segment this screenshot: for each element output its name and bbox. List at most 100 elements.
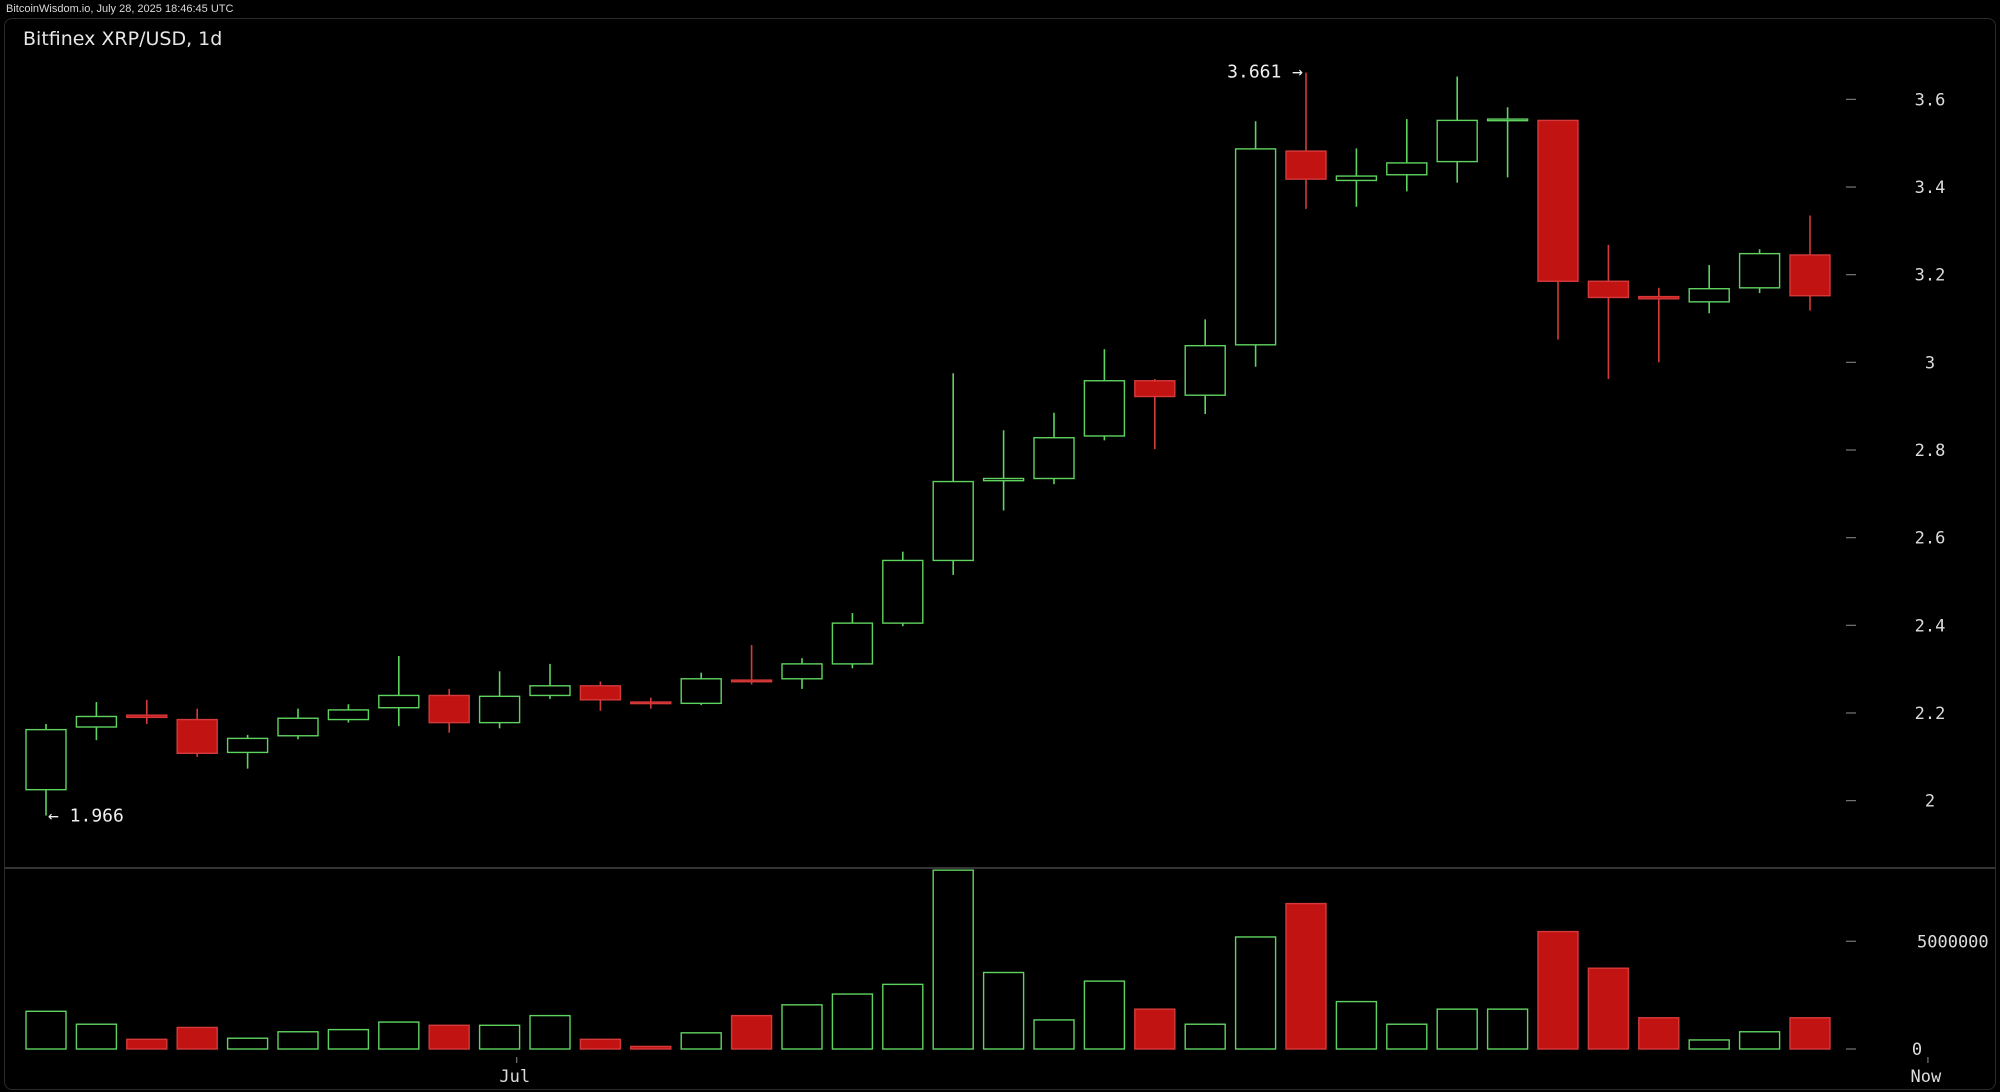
time-axis: Jul Now <box>499 1057 1942 1087</box>
volume-bar-down <box>126 1038 168 1050</box>
candle <box>982 430 1025 511</box>
candle <box>831 613 874 669</box>
candle <box>1234 121 1277 367</box>
candle-body-down <box>428 694 470 724</box>
candle-body-up <box>831 622 874 665</box>
time-tick-label: Now <box>1911 1067 1942 1087</box>
candle <box>25 723 67 816</box>
candle-body-up <box>932 480 974 562</box>
volume-bar-down <box>1537 930 1579 1050</box>
candle <box>630 697 672 709</box>
annotations: 3.661 → ← 1.966 <box>48 62 1303 827</box>
candle-body-up <box>277 717 319 737</box>
candle-body-down <box>630 701 672 705</box>
chart-panel <box>4 18 1996 1090</box>
candle <box>882 551 924 627</box>
price-tick-label: 3 <box>1925 353 1935 373</box>
candle <box>226 734 269 769</box>
volume-bar-up <box>25 1010 67 1050</box>
candle-body-up <box>781 663 823 680</box>
volume-bar-down <box>1134 1008 1176 1050</box>
price-tick-label: 2.8 <box>1915 441 1946 461</box>
candle-body-up <box>378 694 420 709</box>
candle-body-up <box>529 685 571 697</box>
candle-body-up <box>1335 175 1378 182</box>
candle <box>1738 249 1781 294</box>
candle <box>378 656 420 727</box>
candle-body-up <box>1184 344 1226 396</box>
volume-bar-up <box>932 869 974 1050</box>
candle-body-up <box>982 477 1025 482</box>
candle-body-up <box>1234 148 1277 346</box>
candle <box>1285 72 1327 209</box>
volume-bar-down <box>1638 1017 1680 1050</box>
high-annotation: 3.661 → <box>1227 62 1303 83</box>
candle-body-up <box>882 559 924 624</box>
candle <box>1688 265 1730 314</box>
volume-bar-up <box>1688 1039 1730 1050</box>
candle-body-up <box>25 728 67 791</box>
candle <box>176 708 218 757</box>
candle-body-down <box>1537 119 1579 282</box>
candle-body-down <box>176 718 218 755</box>
volume-bar-down <box>176 1026 218 1050</box>
candle <box>781 658 823 689</box>
candle-body-up <box>1436 119 1478 163</box>
candle <box>1083 349 1126 441</box>
price-tick-label: 2.6 <box>1915 529 1946 549</box>
price-tick-label: 3.4 <box>1915 178 1946 198</box>
volume-bar-up <box>277 1031 319 1050</box>
price-tick-label: 2 <box>1925 792 1935 812</box>
candle-body-down <box>579 685 622 701</box>
candle <box>1134 378 1176 450</box>
candle <box>1587 244 1630 379</box>
candle <box>75 702 118 741</box>
volume-bars <box>25 869 1831 1050</box>
volume-bar-up <box>327 1028 370 1050</box>
candle <box>478 671 521 729</box>
candle-body-down <box>1638 295 1680 300</box>
volume-bar-up <box>478 1024 521 1050</box>
candle <box>428 688 470 733</box>
volume-bar-down <box>1789 1017 1831 1050</box>
price-tick-label: 3.6 <box>1915 90 1946 110</box>
volume-bar-down <box>428 1024 470 1050</box>
volume-bar-up <box>75 1023 118 1050</box>
candles <box>25 72 1831 816</box>
candle <box>1486 107 1529 178</box>
volume-axis: 0 5000000 <box>1846 932 1989 1060</box>
candle <box>579 681 622 711</box>
volume-tick-label: 0 <box>1912 1040 1922 1060</box>
volume-bar-up <box>1486 1008 1529 1050</box>
volume-bar-up <box>831 993 874 1050</box>
price-tick-label: 2.2 <box>1915 704 1946 724</box>
low-annotation: ← 1.966 <box>48 806 124 827</box>
price-tick-label: 3.2 <box>1915 266 1946 286</box>
volume-bar-up <box>1335 1000 1378 1050</box>
candle <box>529 663 571 699</box>
candle-body-down <box>730 679 773 683</box>
volume-bar-down <box>579 1038 622 1050</box>
volume-bar-up <box>1234 936 1277 1050</box>
watermark-text: BitcoinWisdom.io, July 28, 2025 18:46:45… <box>6 3 234 15</box>
candle-body-up <box>226 737 269 754</box>
candle-body-up <box>1738 252 1781 289</box>
candle <box>126 699 168 724</box>
candle <box>1537 119 1579 340</box>
volume-bar-up <box>1184 1023 1226 1050</box>
candle <box>680 672 722 706</box>
candle <box>327 704 370 723</box>
candle-body-up <box>75 715 118 728</box>
candle-body-up <box>1386 162 1428 176</box>
candle <box>730 645 773 685</box>
candle-body-up <box>1083 380 1126 437</box>
candle <box>1638 287 1680 363</box>
candle <box>1436 76 1478 183</box>
candle-body-down <box>126 714 168 719</box>
volume-bar-up <box>982 971 1025 1050</box>
volume-bar-up <box>378 1021 420 1050</box>
volume-bar-up <box>1033 1019 1075 1050</box>
candle <box>1335 148 1378 207</box>
volume-bar-up <box>1386 1023 1428 1050</box>
volume-bar-down <box>1285 902 1327 1050</box>
